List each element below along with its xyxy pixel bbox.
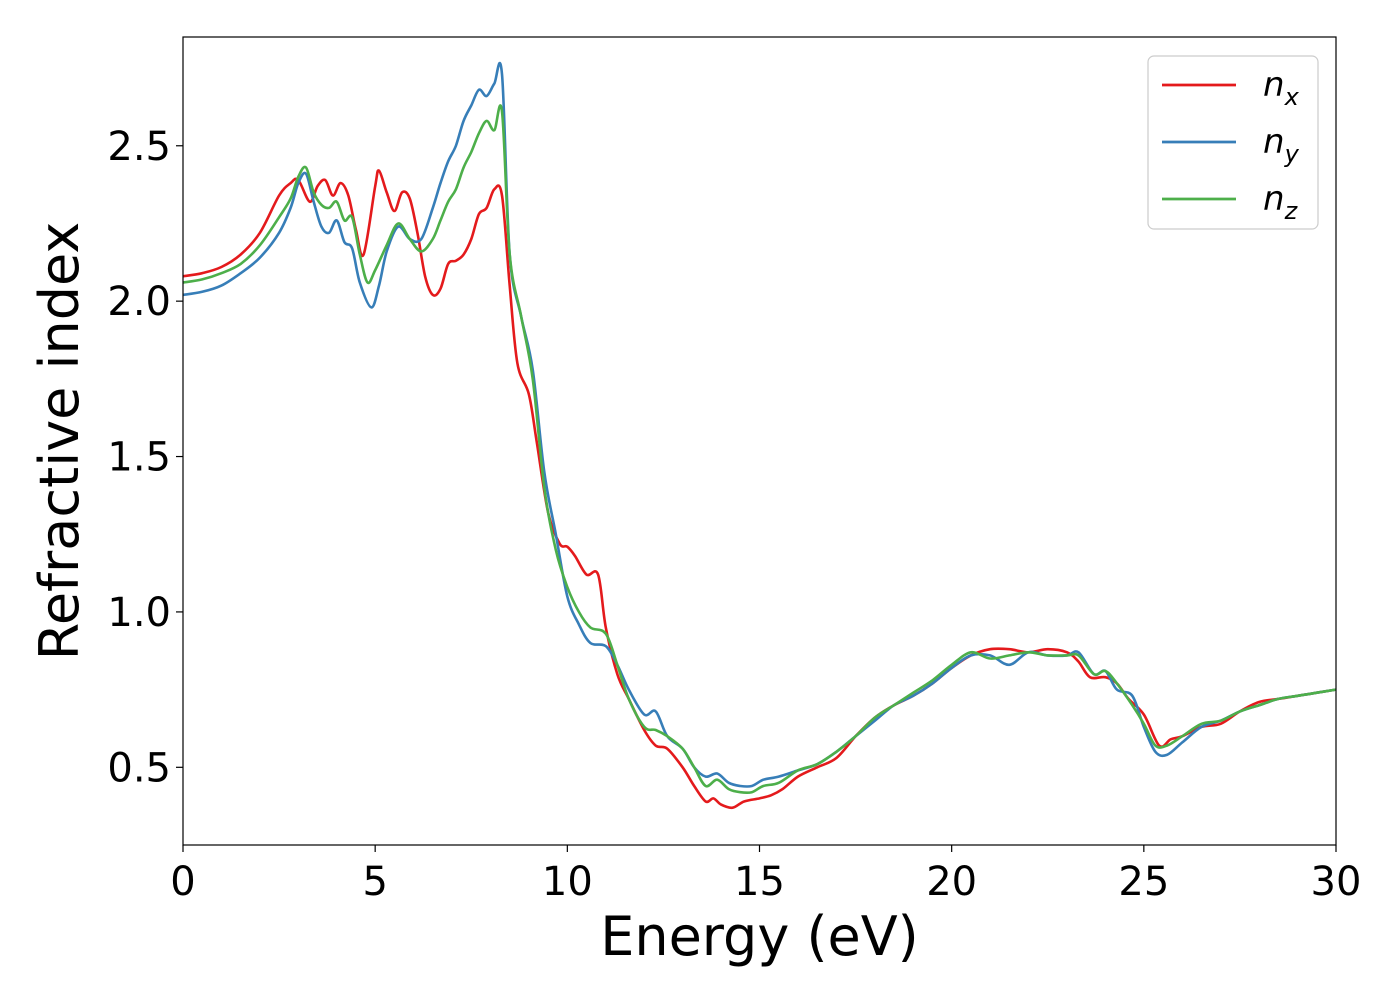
legend-label-nx: nx <box>1263 65 1300 111</box>
legend: nx ny nz <box>1147 55 1319 230</box>
y-axis-label: Refractive index <box>28 222 91 661</box>
series-line-nz <box>183 104 1336 795</box>
y-tick-label: 2.5 <box>107 124 171 170</box>
y-tick-label: 1.5 <box>107 435 171 481</box>
legend-label-nz: nz <box>1263 179 1299 225</box>
y-tick-label: 1.0 <box>107 590 171 636</box>
series-layer <box>183 61 1336 810</box>
legend-label-ny: ny <box>1263 122 1300 168</box>
y-axis-ticks: 0.5 1.0 1.5 2.0 2.5 <box>107 124 183 791</box>
y-tick-label: 2.0 <box>107 279 171 325</box>
x-tick-label: 25 <box>1118 859 1169 905</box>
x-tick-label: 10 <box>542 859 593 905</box>
x-tick-label: 0 <box>170 859 195 905</box>
x-axis-label: Energy (eV) <box>600 905 919 968</box>
series-line-nx <box>183 169 1336 810</box>
y-tick-label: 0.5 <box>107 745 171 791</box>
x-tick-label: 15 <box>734 859 785 905</box>
x-axis-ticks: 0 5 10 15 20 25 30 <box>170 845 1361 905</box>
x-tick-label: 5 <box>362 859 387 905</box>
x-tick-label: 20 <box>926 859 977 905</box>
x-tick-label: 30 <box>1311 859 1362 905</box>
